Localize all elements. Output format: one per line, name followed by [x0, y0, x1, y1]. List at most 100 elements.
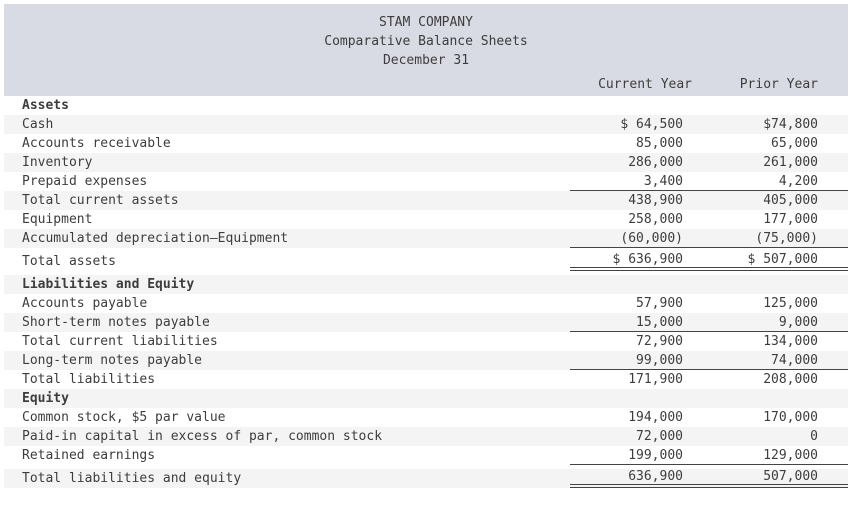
- prior-year-value: 74,000: [771, 352, 818, 368]
- current-year-value: 171,900: [628, 372, 683, 387]
- row-label: Cash: [22, 117, 54, 132]
- row-label: Long-term notes payable: [22, 353, 203, 368]
- column-header-current-year: Current Year: [598, 77, 692, 92]
- row-label: Equity: [22, 391, 69, 406]
- current-year-value: 286,000: [628, 155, 683, 170]
- row-values: 99,000 74,000: [570, 351, 848, 370]
- row-label: Accounts receivable: [22, 136, 171, 151]
- current-year-value: 3,400: [643, 173, 683, 189]
- row-label: Total assets: [22, 254, 116, 269]
- table-body: Assets Cash $ 64,500 $74,800 Accounts receiv…: [4, 96, 848, 488]
- table-row: Total current liabilities 72,900 134,000: [4, 332, 848, 351]
- prior-year-value: 261,000: [763, 155, 818, 170]
- current-year-value: 85,000: [636, 136, 683, 151]
- row-values: 72,900 134,000: [570, 332, 848, 351]
- table-row: Total liabilities 171,900 208,000: [4, 370, 848, 389]
- row-label: Prepaid expenses: [22, 174, 148, 189]
- row-values: (60,000) (75,000): [570, 229, 848, 248]
- table-row: Prepaid expenses 3,400 4,200: [4, 172, 848, 191]
- current-year-value: 258,000: [628, 212, 683, 227]
- row-label: Total current liabilities: [22, 334, 218, 349]
- table-row: Liabilities and Equity: [4, 275, 848, 294]
- row-values: 3,400 4,200: [570, 172, 848, 191]
- table-row: Equity: [4, 389, 848, 408]
- row-label: Assets: [22, 98, 69, 113]
- prior-year-value: 208,000: [763, 372, 818, 387]
- row-values: 171,900 208,000: [570, 370, 848, 389]
- prior-year-value: 507,000: [763, 469, 818, 484]
- current-year-value: 72,000: [636, 429, 683, 444]
- prior-year-value: 405,000: [763, 193, 818, 208]
- prior-year-value: 9,000: [778, 314, 818, 330]
- row-label: Liabilities and Equity: [22, 277, 195, 292]
- row-values: 194,000 170,000: [570, 408, 848, 427]
- prior-year-value: 65,000: [771, 136, 818, 151]
- report-title: Comparative Balance Sheets: [324, 34, 528, 49]
- table-row: Paid-in capital in excess of par, common…: [4, 427, 848, 446]
- current-year-value: $ 64,500: [620, 117, 683, 132]
- row-values: 438,900 405,000: [570, 191, 848, 210]
- row-label: Retained earnings: [22, 448, 156, 463]
- current-year-value: 72,900: [636, 334, 683, 349]
- table-row: Accumulated depreciation—Equipment (60,00…: [4, 229, 848, 248]
- table-row: Total assets $ 636,900 $ 507,000: [4, 252, 848, 271]
- current-year-value: 57,900: [636, 296, 683, 311]
- table-row: Assets: [4, 96, 848, 115]
- row-label: Inventory: [22, 155, 93, 170]
- row-values: 286,000 261,000: [570, 153, 848, 172]
- table-row: Long-term notes payable 99,000 74,000: [4, 351, 848, 370]
- row-values: 199,000 129,000: [570, 446, 848, 465]
- current-year-value: 15,000: [636, 314, 683, 330]
- current-year-value: 636,900: [628, 469, 683, 484]
- current-year-value: 438,900: [628, 193, 683, 208]
- row-label: Accumulated depreciation—Equipment: [22, 231, 289, 246]
- row-values: [570, 389, 848, 408]
- column-headers: Current Year Prior Year: [570, 75, 848, 94]
- row-values: $ 636,900 $ 507,000: [570, 252, 848, 271]
- prior-year-value: 125,000: [763, 296, 818, 311]
- prior-year-value: (75,000): [755, 230, 818, 246]
- table-row: Equipment 258,000 177,000: [4, 210, 848, 229]
- prior-year-value: 4,200: [778, 173, 818, 189]
- row-values: 258,000 177,000: [570, 210, 848, 229]
- current-year-value: 199,000: [628, 447, 683, 463]
- prior-year-value: 0: [810, 429, 818, 444]
- prior-year-value: 170,000: [763, 410, 818, 425]
- prior-year-value: $74,800: [763, 117, 818, 132]
- balance-sheet: STAM COMPANY Comparative Balance Sheets …: [4, 4, 848, 488]
- prior-year-value: 134,000: [763, 334, 818, 349]
- table-row: Common stock, $5 par value 194,000 170,000: [4, 408, 848, 427]
- table-row: Retained earnings 199,000 129,000: [4, 446, 848, 465]
- row-values: 72,000 0: [570, 427, 848, 446]
- prior-year-value: 129,000: [763, 447, 818, 463]
- row-values: [570, 96, 848, 115]
- row-values: $ 64,500 $74,800: [570, 115, 848, 134]
- row-label: Equipment: [22, 212, 93, 227]
- row-label: Total liabilities and equity: [22, 471, 242, 486]
- company-name: STAM COMPANY: [379, 15, 473, 30]
- table-row: Short-term notes payable 15,000 9,000: [4, 313, 848, 332]
- table-row: Inventory 286,000 261,000: [4, 153, 848, 172]
- table-row: Accounts receivable 85,000 65,000: [4, 134, 848, 153]
- current-year-value: 194,000: [628, 410, 683, 425]
- column-header-prior-year: Prior Year: [739, 77, 818, 92]
- current-year-value: $ 636,900: [612, 252, 683, 267]
- row-label: Total current assets: [22, 193, 179, 208]
- row-values: [570, 275, 848, 294]
- report-date: December 31: [382, 53, 470, 68]
- current-year-value: (60,000): [620, 230, 683, 246]
- table-row: Total liabilities and equity 636,900 507,0…: [4, 469, 848, 488]
- report-header: STAM COMPANY Comparative Balance Sheets …: [4, 4, 848, 96]
- prior-year-value: $ 507,000: [747, 252, 818, 267]
- row-label: Common stock, $5 par value: [22, 410, 226, 425]
- row-values: 636,900 507,000: [570, 469, 848, 488]
- row-values: 15,000 9,000: [570, 313, 848, 332]
- current-year-value: 99,000: [636, 352, 683, 368]
- table-row: Total current assets 438,900 405,000: [4, 191, 848, 210]
- row-label: Accounts payable: [22, 296, 148, 311]
- row-label: Total liabilities: [22, 372, 156, 387]
- column-header-row: Current Year Prior Year: [4, 75, 848, 94]
- table-row: Accounts payable 57,900 125,000: [4, 294, 848, 313]
- row-label: Paid-in capital in excess of par, common…: [22, 429, 383, 444]
- row-values: 57,900 125,000: [570, 294, 848, 313]
